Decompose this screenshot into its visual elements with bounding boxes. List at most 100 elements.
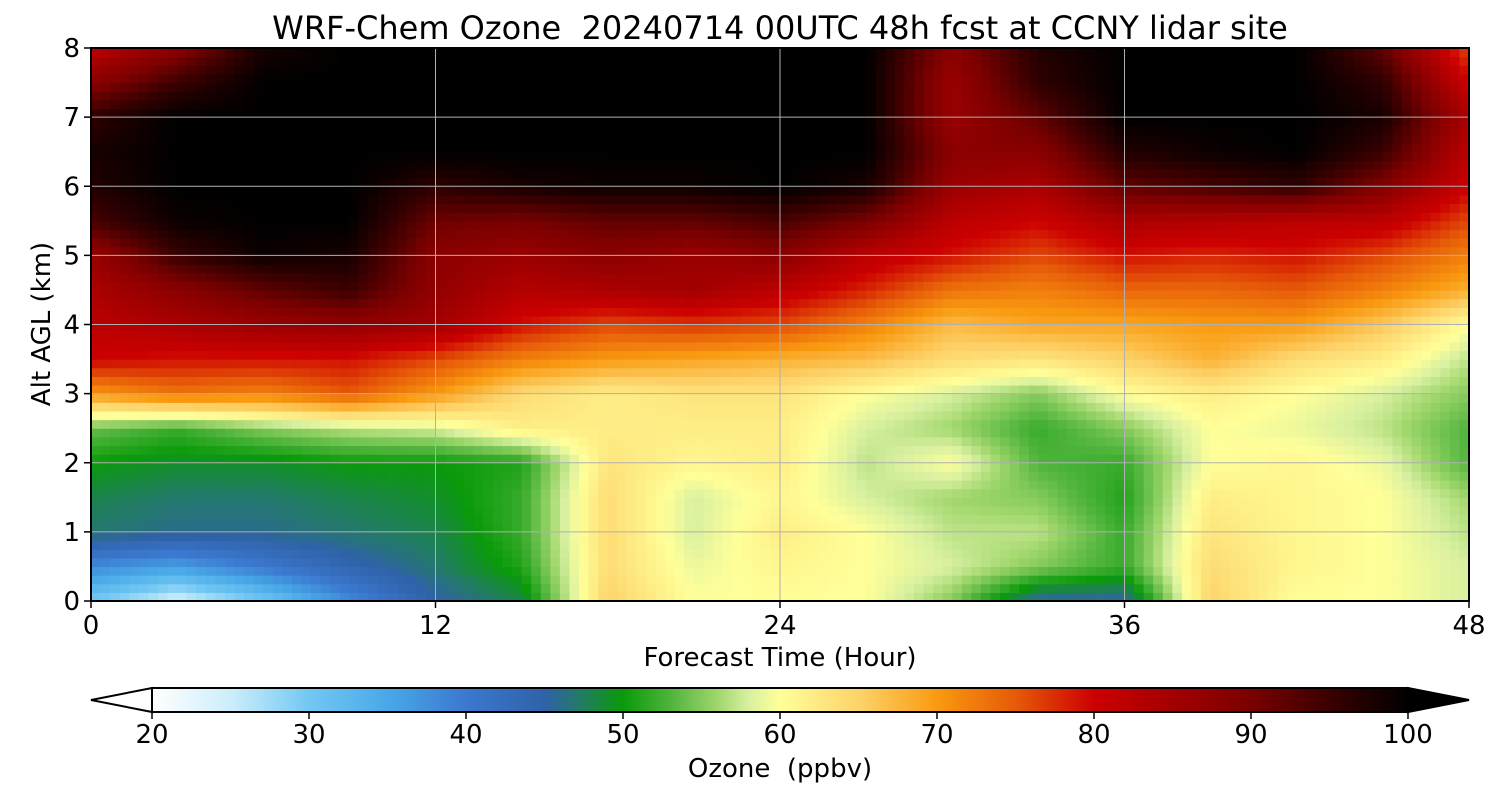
heatmap-cell (1009, 436, 1020, 447)
heatmap-cell (693, 523, 705, 533)
heatmap-cell (952, 505, 963, 516)
heatmap-cell (244, 523, 255, 533)
heatmap-cell (760, 445, 772, 455)
heatmap-cell (349, 583, 360, 593)
heatmap-cell (1181, 419, 1193, 429)
heatmap-cell (789, 557, 800, 568)
heatmap-cell (789, 505, 800, 516)
heatmap-cell (1181, 341, 1193, 352)
heatmap-cell (904, 592, 915, 601)
heatmap-cell (1038, 583, 1049, 593)
heatmap-cell (1086, 428, 1097, 438)
heatmap-cell (473, 367, 484, 377)
heatmap-cell (607, 341, 618, 352)
heatmap-cell (272, 462, 283, 472)
heatmap-cell (1067, 376, 1078, 386)
heatmap-cell (425, 307, 437, 317)
heatmap-cell (732, 324, 743, 334)
heatmap-cell (1392, 540, 1403, 550)
heatmap-cell (1191, 359, 1202, 369)
heatmap-cell (1296, 333, 1307, 343)
heatmap-cell (780, 514, 791, 524)
heatmap-cell (923, 359, 934, 369)
heatmap-cell (473, 505, 484, 516)
heatmap-cell (980, 350, 992, 360)
heatmap-cell (464, 540, 475, 550)
heatmap-cell (1411, 428, 1422, 438)
heatmap-cell (502, 359, 513, 369)
heatmap-cell (713, 419, 724, 429)
heatmap-cell (1315, 333, 1327, 343)
heatmap-cell (741, 488, 752, 498)
heatmap-cell (885, 402, 896, 412)
heatmap-cell (1344, 540, 1355, 550)
heatmap-cell (990, 583, 1001, 593)
heatmap-cell (760, 324, 772, 334)
ozone-heatmap (91, 48, 1469, 601)
heatmap-cell (263, 454, 274, 464)
heatmap-cell (502, 514, 513, 524)
heatmap-cell (674, 393, 685, 403)
heatmap-cell (282, 497, 293, 507)
heatmap-cell (263, 428, 274, 438)
heatmap-cell (693, 471, 705, 481)
heatmap-cell (282, 488, 293, 498)
heatmap-cell (397, 410, 408, 421)
heatmap-cell (1153, 402, 1164, 412)
heatmap-cell (1402, 324, 1413, 334)
heatmap-cell (1344, 514, 1355, 524)
heatmap-cell (1354, 531, 1365, 542)
heatmap-cell (1325, 350, 1336, 360)
heatmap-cell (435, 298, 446, 308)
heatmap-cell (1124, 471, 1135, 481)
heatmap-cell (1191, 402, 1202, 412)
heatmap-cell (435, 497, 446, 507)
heatmap-cell (1095, 410, 1106, 421)
heatmap-cell (1000, 359, 1011, 369)
heatmap-cell (971, 402, 982, 412)
heatmap-cell (713, 393, 724, 403)
heatmap-cell (1239, 488, 1250, 498)
heatmap-cell (1057, 566, 1068, 576)
heatmap-cell (1009, 350, 1020, 360)
heatmap-cell (1162, 575, 1173, 585)
heatmap-cell (713, 471, 724, 481)
heatmap-cell (846, 471, 858, 481)
heatmap-cell (129, 428, 140, 438)
heatmap-cell (952, 350, 963, 360)
heatmap-cell (933, 298, 944, 308)
heatmap-cell (1057, 367, 1068, 377)
heatmap-cell (464, 505, 475, 516)
heatmap-cell (1124, 402, 1135, 412)
heatmap-cell (961, 505, 972, 516)
heatmap-cell (531, 592, 542, 601)
heatmap-cell (215, 384, 226, 395)
heatmap-cell (990, 531, 1001, 542)
heatmap-cell (646, 566, 657, 576)
heatmap-cell (1067, 315, 1078, 326)
heatmap-cell (1124, 359, 1135, 369)
heatmap-cell (358, 592, 370, 601)
heatmap-cell (1009, 566, 1020, 576)
heatmap-cell (1258, 393, 1269, 403)
heatmap-cell (722, 445, 733, 455)
heatmap-cell (1172, 454, 1183, 464)
heatmap-cell (818, 592, 829, 601)
heatmap-cell (1114, 333, 1126, 343)
heatmap-cell (885, 324, 896, 334)
heatmap-cell (1067, 505, 1078, 516)
heatmap-cell (1296, 384, 1307, 395)
heatmap-cell (454, 531, 465, 542)
heatmap-cell (521, 367, 532, 377)
heatmap-cell (502, 471, 513, 481)
heatmap-cell (923, 367, 934, 377)
heatmap-cell (1047, 350, 1059, 360)
heatmap-cell (483, 488, 494, 498)
heatmap-cell (540, 488, 551, 498)
heatmap-cell (435, 505, 446, 516)
heatmap-cell (540, 462, 551, 472)
heatmap-cell (961, 384, 972, 395)
heatmap-cell (454, 557, 465, 568)
heatmap-cell (1229, 350, 1240, 360)
heatmap-cell (990, 419, 1001, 429)
